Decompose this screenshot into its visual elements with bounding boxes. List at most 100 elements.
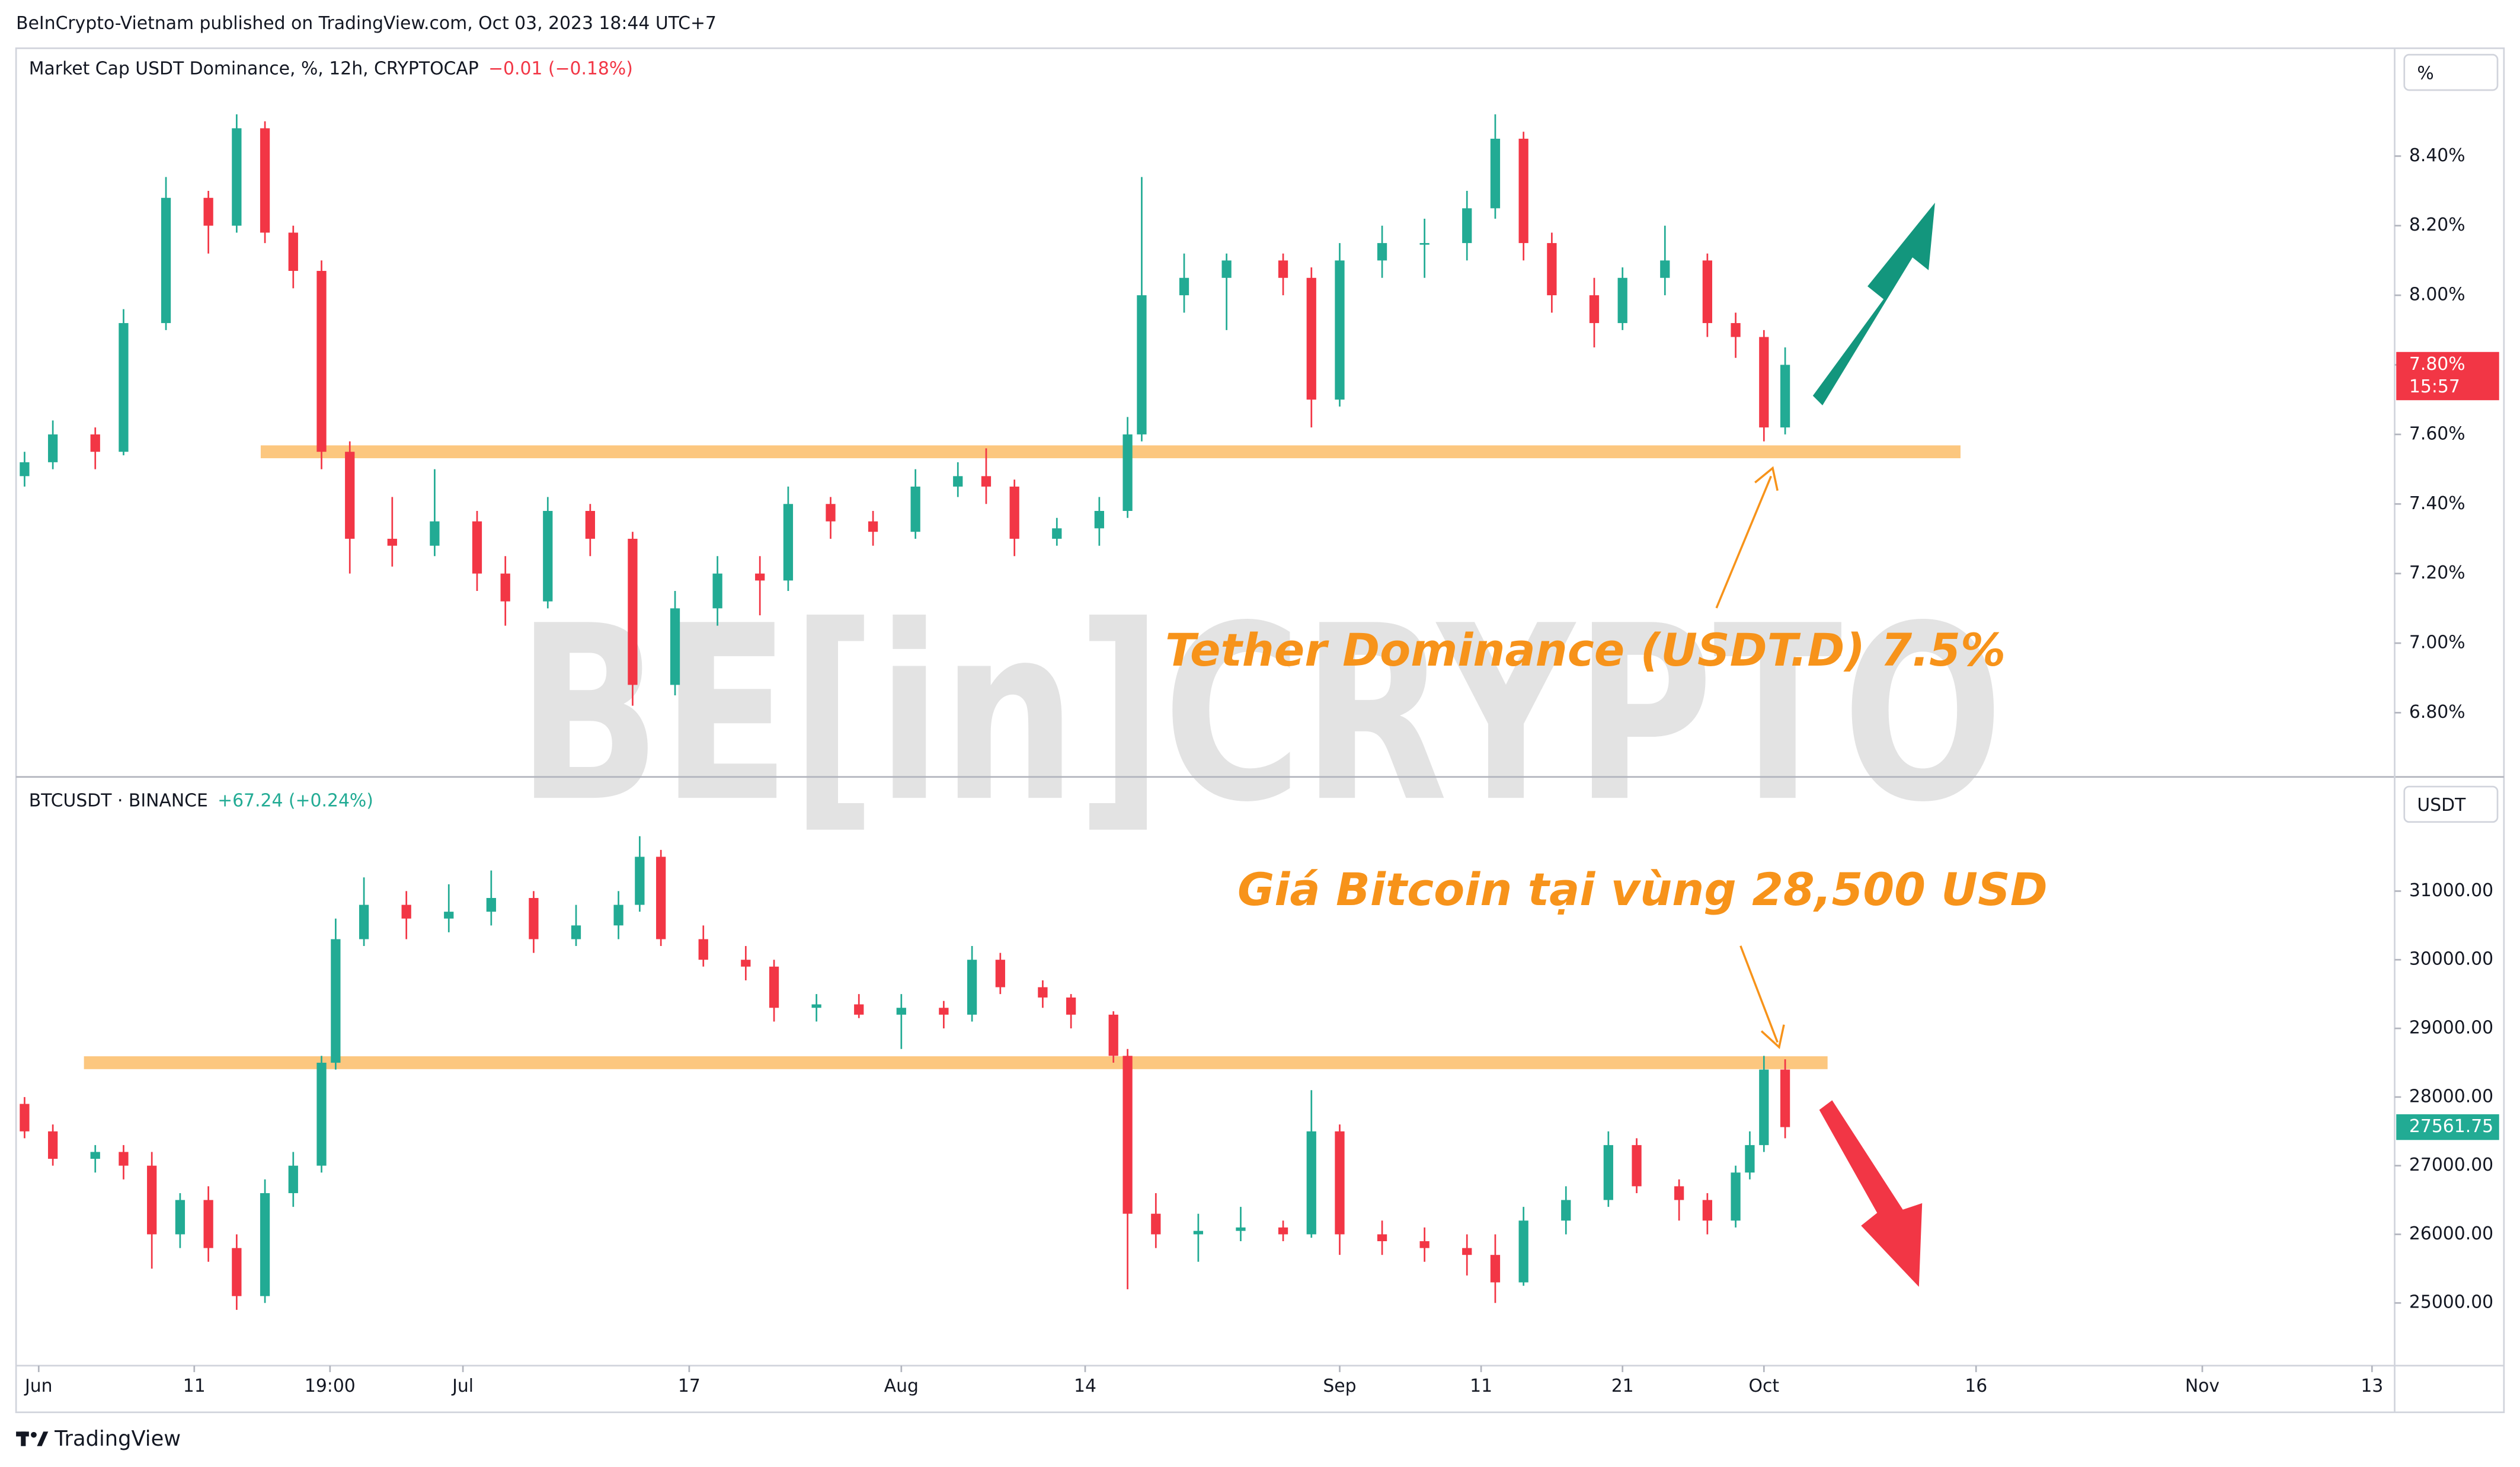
candle-body	[500, 573, 510, 602]
candle-body	[1123, 1056, 1133, 1214]
candle-body	[585, 511, 595, 539]
candle-body	[1419, 243, 1430, 245]
candle-body	[1137, 295, 1147, 434]
last-price-box	[2396, 1114, 2499, 1140]
trend-arrow-up	[1812, 202, 1935, 405]
y-tick-label: 8.20%	[2409, 215, 2465, 235]
logo-shape	[37, 1431, 49, 1446]
candle-body	[1518, 1220, 1528, 1283]
candle-body	[1236, 1227, 1246, 1231]
candle-body	[1462, 208, 1472, 244]
candle-body	[656, 856, 666, 939]
candle-body	[1108, 1014, 1118, 1056]
candle-body	[1759, 1069, 1769, 1145]
y-tick-label: 27000.00	[2409, 1155, 2493, 1175]
chart-frame	[15, 47, 2505, 1414]
candle-body	[401, 905, 411, 919]
candle-body	[1490, 1255, 1501, 1283]
candle-body	[1731, 323, 1741, 337]
candle-body	[119, 1152, 129, 1166]
candle-body	[769, 966, 779, 1008]
candle-body	[1377, 243, 1387, 261]
unit-button-label[interactable]: %	[2417, 63, 2433, 84]
candle-body	[175, 1200, 186, 1235]
candle-body	[203, 1200, 213, 1248]
candle-body	[1745, 1145, 1755, 1173]
candle-body	[316, 271, 327, 452]
last-price-label: 7.80%	[2409, 354, 2465, 375]
x-tick-label: Sep	[1323, 1376, 1356, 1396]
x-tick-label: Nov	[2185, 1376, 2220, 1396]
unit-button-label[interactable]: USDT	[2417, 795, 2466, 816]
annotation: Giá Bitcoin tại vùng 28,500 USD	[1237, 864, 2048, 916]
candle-body	[1278, 1227, 1288, 1235]
x-tick-label: 11	[1470, 1376, 1492, 1396]
candle-body	[939, 1008, 949, 1015]
candle-body	[1589, 295, 1600, 324]
candle-body	[741, 960, 751, 967]
y-tick-label: 8.40%	[2409, 145, 2465, 166]
candle-body	[896, 1008, 906, 1015]
candle-body	[1419, 1241, 1430, 1248]
candle-body	[1151, 1213, 1161, 1235]
y-tick-label: 25000.00	[2409, 1292, 2493, 1313]
candle-body	[1780, 1069, 1790, 1127]
candle-body	[90, 1152, 100, 1159]
candle-body	[1603, 1145, 1613, 1200]
y-tick-label: 26000.00	[2409, 1223, 2493, 1244]
candle-body	[1335, 1131, 1345, 1235]
logo-shape	[31, 1431, 37, 1438]
candle-body	[670, 608, 680, 685]
x-tick-label: 19:00	[305, 1376, 356, 1396]
candle-body	[1780, 365, 1790, 428]
last-price-label: 27561.75	[2409, 1116, 2493, 1137]
candle-body	[20, 462, 30, 477]
candle-body	[953, 476, 963, 487]
candle-body	[854, 1004, 864, 1015]
candle-body	[48, 1131, 58, 1159]
candle-body	[826, 504, 836, 522]
support-level	[260, 445, 1961, 459]
y-tick-label: 8.00%	[2409, 285, 2465, 305]
x-tick-label: 16	[1965, 1376, 1987, 1396]
candle-body	[635, 856, 645, 905]
unit-button[interactable]	[2403, 53, 2499, 91]
candle-body	[20, 1104, 30, 1132]
candle-body	[1038, 987, 1048, 998]
annotation-arrow	[1739, 945, 1779, 1043]
y-tick-label: 7.20%	[2409, 562, 2465, 583]
candle-body	[529, 897, 539, 939]
candle-body	[260, 1193, 270, 1296]
candle-body	[1462, 1248, 1472, 1255]
support-level	[84, 1056, 1828, 1069]
candle-body	[203, 197, 213, 226]
candle-body	[712, 573, 722, 609]
candle-body	[1066, 997, 1076, 1015]
y-tick-label: 7.60%	[2409, 423, 2465, 444]
x-tick-label: 17	[678, 1376, 701, 1396]
candle-body	[1009, 486, 1019, 539]
candle-body	[1335, 260, 1345, 400]
x-tick-label: Aug	[884, 1376, 919, 1396]
trend-arrow-down	[1819, 1100, 1923, 1287]
candle-body	[698, 939, 708, 960]
candle-body	[1632, 1145, 1642, 1187]
unit-button[interactable]	[2403, 785, 2499, 823]
candle-body	[1702, 260, 1712, 324]
candle-body	[1306, 1131, 1316, 1235]
candle-body	[1561, 1200, 1571, 1221]
candle-body	[119, 323, 129, 452]
candle-body	[1660, 260, 1670, 278]
x-tick-label: 21	[1611, 1376, 1634, 1396]
candle-body	[444, 912, 454, 919]
price-change: −0.01 (−0.18%)	[488, 58, 633, 79]
candle-body	[1193, 1231, 1204, 1235]
candle-body	[486, 897, 496, 912]
y-tick-label: 29000.00	[2409, 1018, 2493, 1038]
candle-body	[430, 521, 440, 546]
tradingview-logo	[16, 1431, 49, 1446]
candle-body	[1278, 260, 1288, 278]
annotation: Tether Dominance (USDT.D) 7.5%	[1165, 624, 2006, 676]
